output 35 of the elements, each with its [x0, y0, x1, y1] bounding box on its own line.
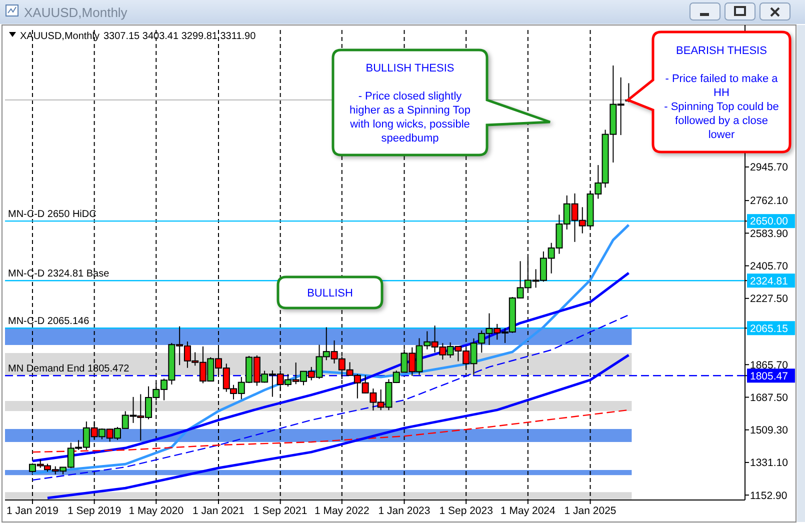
- annotation: BULLISH: [307, 288, 353, 300]
- y-tick-label: 2065.15: [750, 322, 788, 335]
- text: BEARISH THESIS - Price failed to make a HH - Spinning Top could be followed by a close lower: [664, 45, 779, 141]
- line-series: [32, 409, 630, 453]
- chart-title: XAUUSD,Monthly: [24, 5, 128, 20]
- x-tick-label: 1 Jan 2025: [564, 505, 616, 517]
- y-tick-label: 1687.50: [750, 392, 788, 404]
- x-tick-label: 1 Sep 2023: [439, 505, 494, 517]
- x-tick-label: 1 Sep 2021: [253, 505, 308, 517]
- ref-line-label: MN Demand End 1805.472: [8, 364, 130, 375]
- x-tick-label: 1 May 2020: [128, 505, 184, 517]
- y-tick-label: 2227.50: [750, 293, 788, 306]
- ref-line-label: MN-C-D 2324.81 Base: [8, 268, 110, 280]
- y-tick-label: 1331.10: [750, 457, 788, 470]
- text: BULLISH THESIS - Price closed slightly higher as a Spinning Top with long wicks, possible speedbump: [350, 62, 470, 144]
- y-tick-label: 1152.90: [750, 490, 788, 502]
- y-tick-label: 1865.70: [750, 359, 788, 372]
- x-tick-label: 1 May 2022: [314, 505, 370, 517]
- x-tick-label: 1 May 2024: [500, 505, 556, 517]
- y-tick-label: 2583.90: [750, 228, 788, 240]
- y-tick-label: 2324.81: [750, 275, 788, 288]
- y-tick-label: 2650.00: [750, 216, 788, 228]
- ref-line-label: MN-C-D 2650 HiDC: [8, 209, 96, 220]
- y-tick-label: 2762.10: [750, 195, 788, 208]
- y-tick-label: 1509.30: [750, 424, 788, 437]
- x-tick-label: 1 Jan 2019: [6, 505, 59, 517]
- ref-line-label: MN-C-D 2065.146: [8, 316, 90, 328]
- chart-title: XAUUSD,Monthly: [20, 31, 100, 42]
- chart-subtitle: 3307.15 3403.41 3299.81 3311.90: [103, 31, 256, 42]
- x-tick-label: 1 Jan 2023: [378, 505, 430, 517]
- y-tick-label: 2945.70: [750, 162, 788, 174]
- y-tick-label: 1805.47: [750, 370, 788, 382]
- y-tick-label: 2405.70: [750, 260, 788, 272]
- x-tick-label: 1 Jan 2021: [192, 505, 245, 517]
- x-tick-label: 1 Sep 2019: [67, 505, 122, 517]
